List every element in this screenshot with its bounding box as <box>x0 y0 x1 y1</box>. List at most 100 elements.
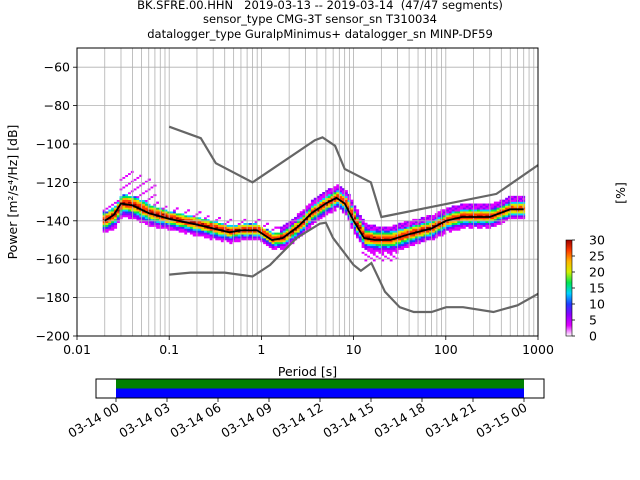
heatmap-cell <box>437 234 441 237</box>
heatmap-cell <box>299 216 303 220</box>
heatmap-cell <box>189 213 194 216</box>
heatmap-cell <box>113 220 118 224</box>
heatmap-cell <box>198 211 202 214</box>
heatmap-cell <box>468 226 472 229</box>
heatmap-cell <box>280 240 284 243</box>
heatmap-cell <box>322 209 326 212</box>
heatmap-cell <box>161 213 165 216</box>
heatmap-cell <box>398 247 402 250</box>
heatmap-cell <box>350 213 354 216</box>
heatmap-cell <box>294 236 298 239</box>
heatmap-cell <box>350 222 354 225</box>
heatmap-cell <box>510 209 514 212</box>
heatmap-cell <box>482 218 486 222</box>
heatmap-cell <box>187 222 191 225</box>
heatmap-cell <box>322 211 326 214</box>
heatmap-cell <box>218 236 222 239</box>
heatmap-cell <box>426 220 430 224</box>
heatmap-cell <box>361 243 365 247</box>
heatmap-cell <box>339 186 343 189</box>
heatmap-cell <box>370 253 374 256</box>
heatmap-cell <box>493 215 497 218</box>
heatmap-cell <box>384 255 388 258</box>
heatmap-cell <box>220 220 225 224</box>
heatmap-cell <box>485 203 489 206</box>
heatmap-cell <box>113 209 118 212</box>
heatmap-cell <box>381 228 385 231</box>
heatmap-cell <box>333 209 337 212</box>
heatmap-cell <box>229 240 233 243</box>
heatmap-cell <box>448 211 452 214</box>
heatmap-cell <box>372 236 376 239</box>
heatmap-cell <box>479 216 483 220</box>
heatmap-cell <box>386 257 391 260</box>
heatmap-cell <box>257 218 261 222</box>
heatmap-cell <box>302 226 306 229</box>
heatmap-cell <box>161 211 165 214</box>
y-tick-label: −140 <box>36 213 70 228</box>
heatmap-cell <box>319 213 323 216</box>
heatmap-cell <box>507 211 512 214</box>
heatmap-cell <box>122 172 126 176</box>
heatmap-cell <box>116 199 120 202</box>
heatmap-cell <box>327 193 331 197</box>
heatmap-cell <box>212 232 216 235</box>
heatmap-cell <box>420 238 424 241</box>
heatmap-cell <box>144 188 149 191</box>
heatmap-cell <box>263 228 267 231</box>
heatmap-cell <box>370 230 374 233</box>
heatmap-cell <box>339 190 343 193</box>
heatmap-cell <box>395 234 399 237</box>
heatmap-cell <box>277 226 281 229</box>
heatmap-cell <box>516 216 520 220</box>
heatmap-cell <box>133 201 137 204</box>
heatmap-cell <box>420 216 424 220</box>
heatmap-cell <box>189 232 194 235</box>
heatmap-cell <box>164 226 168 229</box>
timeline-tick-label: 03-15 00 <box>473 400 529 441</box>
heatmap-cell <box>412 241 416 245</box>
heatmap-cell <box>128 182 132 185</box>
heatmap-cell <box>142 192 146 195</box>
heatmap-cell <box>319 201 323 204</box>
heatmap-cell <box>491 205 495 208</box>
heatmap-cell <box>367 259 371 262</box>
heatmap-cell <box>409 220 413 224</box>
heatmap-cell <box>206 222 210 225</box>
heatmap-cell <box>370 251 374 254</box>
heatmap-cell <box>415 226 419 229</box>
heatmap-cell <box>398 228 402 231</box>
heatmap-cell <box>226 226 230 229</box>
heatmap-cell <box>507 195 512 199</box>
timeline-tick-label: 03-14 21 <box>422 400 478 441</box>
heatmap-cell <box>173 216 177 220</box>
heatmap-cell <box>446 220 450 224</box>
heatmap-cell <box>460 215 464 218</box>
heatmap-cell <box>454 215 458 218</box>
heatmap-cell <box>361 247 365 250</box>
heatmap-cell <box>434 215 438 218</box>
heatmap-cell <box>454 205 458 208</box>
heatmap-cell <box>249 226 253 229</box>
heatmap-cell <box>260 240 264 243</box>
heatmap-cell <box>310 205 315 208</box>
heatmap-cell <box>122 193 126 197</box>
heatmap-cell <box>142 182 146 185</box>
heatmap-cell <box>364 255 368 258</box>
heatmap-cell <box>108 207 112 210</box>
heatmap-cell <box>254 222 258 225</box>
heatmap-cell <box>358 224 362 227</box>
heatmap-cell <box>144 176 149 179</box>
heatmap-cell <box>344 197 348 200</box>
heatmap-cell <box>184 222 188 225</box>
heatmap-cell <box>102 215 106 218</box>
heatmap-cell <box>398 222 402 225</box>
heatmap-cell <box>282 241 286 245</box>
heatmap-cell <box>451 226 455 229</box>
heatmap-cell <box>443 211 447 214</box>
heatmap-cell <box>325 197 329 200</box>
heatmap-cell <box>142 180 146 183</box>
heatmap-cell <box>358 215 362 218</box>
heatmap-cell <box>451 220 455 224</box>
